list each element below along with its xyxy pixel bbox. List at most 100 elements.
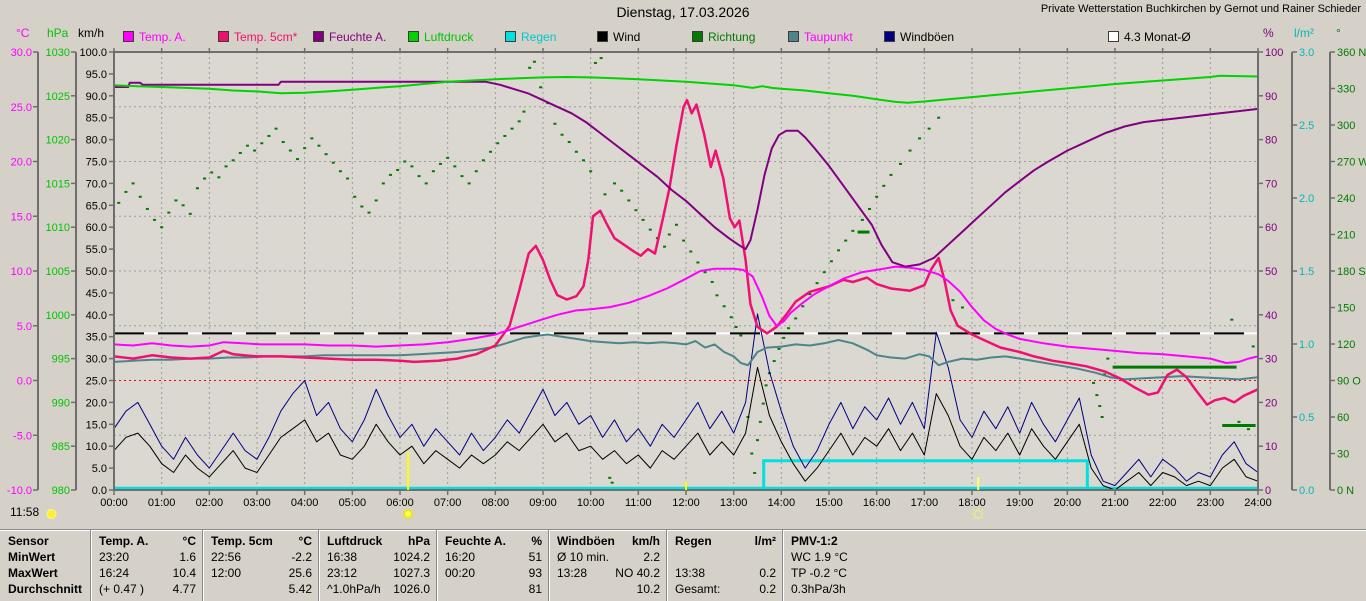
svg-text:180 S: 180 S: [1337, 266, 1366, 278]
sensor-stats-table: Sensor MinWert MaxWert Durchschnitt Temp…: [0, 529, 1366, 601]
stats-group-temp-a: Temp. A. °C 23:20 1.6 16:24 10.4 (+ 0.47 ) 4…: [90, 530, 202, 601]
feuchte-swatch-icon: [313, 31, 324, 42]
sun-icon: [971, 507, 985, 521]
svg-text:60: 60: [1265, 222, 1277, 234]
svg-text:1000: 1000: [46, 310, 70, 322]
svg-text:2.5: 2.5: [1299, 120, 1314, 132]
axis-ticks-and-labels: 30.0 25.0 20.0 15.0 10.0 5.0 0.0 -5.0 -10.0 1030 1…: [7, 47, 1366, 509]
taupunkt-swatch-icon: [788, 31, 799, 42]
svg-text:2.0: 2.0: [1299, 193, 1314, 205]
svg-text:-10.0: -10.0: [7, 485, 32, 497]
windboeen-swatch-icon: [884, 31, 895, 42]
svg-text:02:00: 02:00: [196, 497, 224, 509]
svg-text:13:00: 13:00: [720, 497, 748, 509]
svg-text:80.0: 80.0: [86, 135, 107, 147]
svg-text:20:00: 20:00: [1054, 497, 1082, 509]
svg-text:04:00: 04:00: [291, 497, 319, 509]
svg-text:95.0: 95.0: [86, 69, 107, 81]
svg-text:03:00: 03:00: [243, 497, 271, 509]
pct-axis-unit: %: [1263, 26, 1274, 40]
svg-text:0: 0: [1265, 485, 1271, 497]
svg-text:07:00: 07:00: [434, 497, 462, 509]
svg-text:25.0: 25.0: [11, 102, 32, 114]
svg-text:1020: 1020: [46, 135, 70, 147]
svg-text:0.0: 0.0: [1299, 485, 1314, 497]
series-feuchte-a-: [114, 80, 1259, 268]
wind-swatch-icon: [597, 31, 608, 42]
svg-text:20.0: 20.0: [86, 397, 107, 409]
svg-text:10.0: 10.0: [11, 266, 32, 278]
legend-item-wind: Wind: [597, 30, 640, 44]
svg-text:0.5: 0.5: [1299, 412, 1314, 424]
station-name: Private Wetterstation Buchkirchen by Ger…: [1040, 3, 1361, 15]
page-title: Dienstag, 17.03.2026: [616, 4, 750, 20]
svg-text:45.0: 45.0: [86, 288, 107, 300]
temp-a-swatch-icon: [123, 31, 134, 42]
svg-text:90: 90: [1265, 91, 1277, 103]
svg-text:10.0: 10.0: [86, 441, 107, 453]
gridlines: [114, 52, 1258, 490]
stats-group-luftdruck: Luftdruck hPa 16:38 1024.2 23:12 1027.3 ^1.…: [318, 530, 436, 601]
svg-text:0 N: 0 N: [1337, 485, 1354, 497]
svg-text:-5.0: -5.0: [13, 430, 32, 442]
legend-item-luftdruck: Luftdruck: [408, 30, 473, 44]
svg-text:30.0: 30.0: [86, 354, 107, 366]
stats-group-pmv: PMV-1:2 WC 1.9 °C TP -0.2 °C 0.3hPa/3h: [782, 530, 896, 601]
svg-text:14:00: 14:00: [768, 497, 796, 509]
current-weather-sun-icon: [46, 508, 57, 519]
svg-text:5.0: 5.0: [17, 321, 32, 333]
svg-text:06:00: 06:00: [386, 497, 414, 509]
monatsmittel-swatch-icon: [1108, 31, 1119, 42]
svg-text:15:00: 15:00: [815, 497, 843, 509]
sun-icon: [401, 507, 415, 521]
svg-text:50.0: 50.0: [86, 266, 107, 278]
svg-text:30: 30: [1337, 449, 1349, 461]
weather-chart-canvas: 30.0 25.0 20.0 15.0 10.0 5.0 0.0 -5.0 -10.0 1030 1…: [7, 47, 1366, 521]
svg-text:10:00: 10:00: [577, 497, 605, 509]
stats-group-temp-5cm: Temp. 5cm °C 22:56 -2.2 12:00 25.6 5.42: [202, 530, 318, 601]
series-luftdruck: [113, 74, 1259, 104]
svg-text:995: 995: [52, 354, 70, 366]
svg-text:0.0: 0.0: [17, 376, 32, 388]
legend-item-feuchte: Feuchte A.: [313, 30, 386, 44]
svg-text:20.0: 20.0: [11, 157, 32, 169]
stats-group-regen: Regen l/m² 13:38 0.2 Gesamt: 0.2: [666, 530, 782, 601]
legend-item-temp-a: Temp. A.: [123, 30, 186, 44]
hpa-axis-unit: hPa: [47, 26, 69, 40]
svg-text:70: 70: [1265, 178, 1277, 190]
legend-item-regen: Regen: [505, 30, 556, 44]
svg-text:65.0: 65.0: [86, 200, 107, 212]
svg-text:08:00: 08:00: [482, 497, 510, 509]
stats-group-feuchte: Feuchte A.% 16:20 51 00:20 93 81: [436, 530, 548, 601]
svg-text:21:00: 21:00: [1101, 497, 1129, 509]
series-temp-a-: [113, 265, 1259, 364]
svg-text:30.0: 30.0: [11, 47, 32, 59]
svg-text:24:00: 24:00: [1244, 497, 1272, 509]
svg-text:210: 210: [1337, 230, 1355, 242]
series-windb-en: [113, 313, 1259, 487]
regen-swatch-icon: [505, 31, 516, 42]
svg-text:40.0: 40.0: [86, 310, 107, 322]
svg-text:1.5: 1.5: [1299, 266, 1314, 278]
svg-text:3.0: 3.0: [1299, 47, 1314, 59]
svg-text:18:00: 18:00: [958, 497, 986, 509]
svg-text:150: 150: [1337, 303, 1355, 315]
svg-text:985: 985: [52, 441, 70, 453]
stats-group-windboeen: Windböen km/h Ø 10 min. 2.2 13:28 NO 40.2 1…: [548, 530, 666, 601]
svg-text:1.0: 1.0: [1299, 339, 1314, 351]
svg-text:1030: 1030: [46, 47, 70, 59]
svg-text:980: 980: [52, 485, 70, 497]
svg-text:17:00: 17:00: [911, 497, 939, 509]
svg-text:240: 240: [1337, 193, 1355, 205]
kmh-axis-unit: km/h: [78, 26, 105, 40]
svg-text:09:00: 09:00: [529, 497, 557, 509]
legend-item-windboeen: Windböen: [884, 30, 954, 44]
svg-text:360 N: 360 N: [1337, 47, 1366, 59]
svg-text:05:00: 05:00: [339, 497, 367, 509]
legend-item-richtung: Richtung: [692, 30, 755, 44]
svg-text:15.0: 15.0: [11, 211, 32, 223]
svg-text:80: 80: [1265, 135, 1277, 147]
svg-text:19:00: 19:00: [1006, 497, 1034, 509]
svg-text:50: 50: [1265, 266, 1277, 278]
